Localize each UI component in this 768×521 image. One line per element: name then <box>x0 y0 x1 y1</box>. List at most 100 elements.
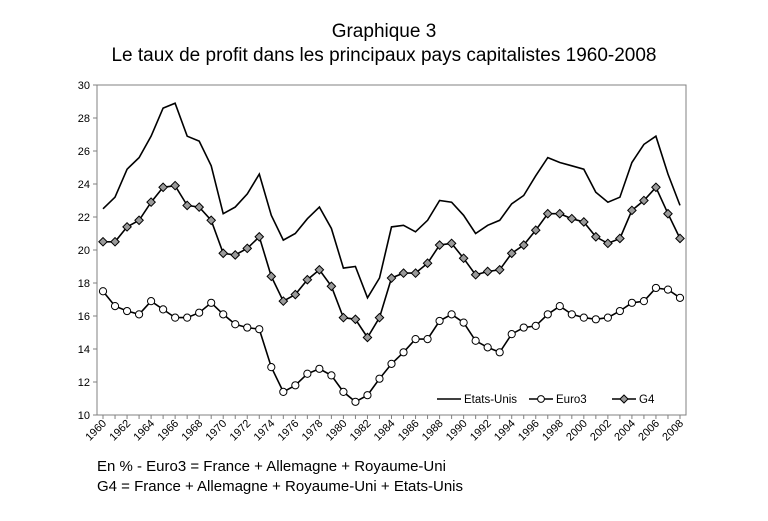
point-g4 <box>602 238 613 249</box>
point-euro3 <box>603 313 612 322</box>
x-tick-label: 1974 <box>252 418 278 444</box>
point-euro3 <box>399 348 408 357</box>
point-euro3 <box>146 297 156 306</box>
point-euro3 <box>363 391 372 400</box>
point-g4 <box>194 202 205 213</box>
point-g4 <box>675 233 685 244</box>
point-euro3 <box>579 313 588 322</box>
point-g4 <box>542 208 553 219</box>
legend-label-euro3: Euro3 <box>556 394 587 406</box>
y-tick-label: 10 <box>78 410 90 422</box>
point-euro3 <box>231 320 240 329</box>
point-g4 <box>410 268 421 279</box>
point-euro3 <box>267 363 276 372</box>
point-euro3 <box>279 387 288 396</box>
x-tick-label: 2000 <box>564 418 590 444</box>
footnote-euro3: En % - Euro3 = France + Allemagne + Roya… <box>97 458 446 475</box>
point-g4 <box>434 240 445 250</box>
point-g4 <box>110 236 120 247</box>
point-g4 <box>639 195 649 206</box>
point-g4 <box>422 258 433 269</box>
x-tick-label: 1968 <box>179 418 205 444</box>
point-euro3 <box>447 310 456 319</box>
point-euro3 <box>195 308 204 317</box>
point-g4 <box>182 200 193 211</box>
y-tick-label: 28 <box>78 113 90 125</box>
point-euro3 <box>110 302 120 311</box>
x-tick-label: 1988 <box>420 418 446 444</box>
point-euro3 <box>255 325 264 334</box>
point-g4 <box>530 225 541 236</box>
y-tick-label: 12 <box>78 377 90 389</box>
legend-label-etats-unis: Etats-Unis <box>464 394 517 406</box>
legend-marker-euro3 <box>537 395 545 403</box>
point-euro3 <box>591 315 600 324</box>
y-tick-label: 20 <box>78 245 90 257</box>
y-tick-label: 14 <box>78 344 90 356</box>
point-euro3 <box>423 335 432 344</box>
point-euro3 <box>207 298 216 307</box>
point-euro3 <box>315 364 324 373</box>
point-g4 <box>278 296 289 307</box>
point-euro3 <box>98 287 108 296</box>
point-g4 <box>206 215 217 226</box>
point-euro3 <box>615 306 624 316</box>
point-euro3 <box>122 306 132 316</box>
point-euro3 <box>555 302 564 311</box>
point-g4 <box>614 233 625 244</box>
x-tick-label: 1984 <box>372 418 398 444</box>
point-g4 <box>398 268 409 279</box>
series-line-euro3 <box>102 287 681 403</box>
chart-title: Graphique 3 <box>331 21 437 42</box>
point-g4 <box>446 238 457 249</box>
x-tick-label: 1972 <box>228 418 254 444</box>
point-euro3 <box>243 323 252 332</box>
x-tick-label: 2008 <box>660 418 686 444</box>
point-euro3 <box>134 310 144 319</box>
x-tick-label: 1980 <box>324 418 350 444</box>
point-g4 <box>146 197 156 208</box>
x-tick-label: 1962 <box>107 418 133 444</box>
point-euro3 <box>507 330 516 339</box>
point-euro3 <box>159 305 168 314</box>
point-g4 <box>350 314 361 325</box>
x-tick-label: 1986 <box>396 418 422 444</box>
point-euro3 <box>495 348 504 357</box>
point-g4 <box>122 221 132 232</box>
point-g4 <box>314 264 325 275</box>
y-tick-label: 30 <box>78 80 90 92</box>
point-g4 <box>386 273 397 283</box>
point-g4 <box>158 182 169 193</box>
point-g4 <box>98 236 108 247</box>
point-g4 <box>134 215 144 226</box>
legend-label-g4: G4 <box>639 394 655 406</box>
point-g4 <box>302 274 313 285</box>
point-g4 <box>170 180 181 191</box>
point-g4 <box>482 266 493 277</box>
point-euro3 <box>435 316 444 326</box>
point-euro3 <box>483 343 492 352</box>
point-g4 <box>266 271 277 282</box>
x-tick-label: 1964 <box>131 418 157 444</box>
x-tick-label: 1966 <box>155 418 181 444</box>
point-g4 <box>326 281 337 292</box>
series-line-etats-unis <box>102 102 681 300</box>
point-g4 <box>230 250 241 260</box>
point-euro3 <box>219 310 228 319</box>
x-tick-label: 1978 <box>300 418 326 444</box>
point-euro3 <box>171 313 180 322</box>
point-g4 <box>578 217 589 227</box>
point-g4 <box>242 243 253 254</box>
x-tick-label: 1990 <box>444 418 470 444</box>
point-g4 <box>362 332 373 343</box>
x-tick-label: 1998 <box>540 418 566 444</box>
point-g4 <box>374 312 385 323</box>
point-g4 <box>494 264 505 275</box>
x-tick-label: 1976 <box>276 418 302 444</box>
y-tick-label: 16 <box>78 311 90 323</box>
point-g4 <box>566 213 577 224</box>
point-g4 <box>470 269 481 280</box>
point-g4 <box>651 182 661 193</box>
y-tick-label: 26 <box>78 146 90 158</box>
